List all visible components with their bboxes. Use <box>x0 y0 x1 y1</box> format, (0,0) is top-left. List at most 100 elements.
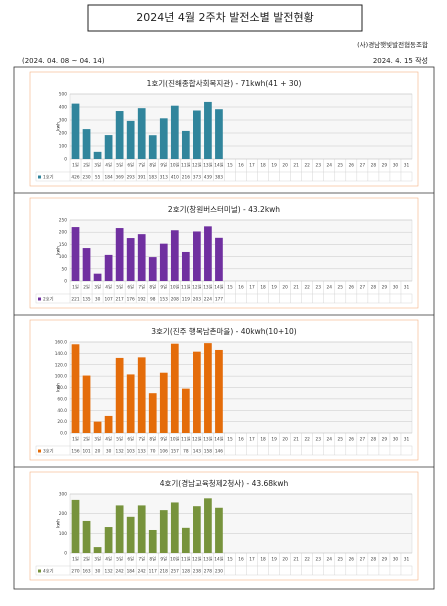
x-tick-label: 26 <box>349 163 355 169</box>
bar <box>71 227 80 281</box>
x-tick-label: 6일 <box>127 556 134 563</box>
x-tick-label: 16 <box>238 285 244 291</box>
x-tick-label: 15 <box>227 557 233 563</box>
bar <box>181 130 190 159</box>
x-tick-label: 27 <box>360 163 366 169</box>
bar <box>181 251 190 281</box>
y-tick-label: 100.0 <box>55 374 68 380</box>
table-value: 157 <box>171 449 179 455</box>
table-value: 30 <box>95 569 101 575</box>
y-tick-label: 150 <box>59 242 67 248</box>
bar <box>115 505 124 553</box>
y-tick-label: 200 <box>59 511 67 517</box>
table-value: 192 <box>138 297 146 303</box>
x-tick-label: 28 <box>371 285 377 291</box>
x-tick-label: 29 <box>382 285 388 291</box>
bar <box>170 230 179 281</box>
y-tick-label: 0.0 <box>60 431 67 437</box>
x-tick-label: 20 <box>282 285 288 291</box>
table-value: 224 <box>204 297 212 303</box>
bar <box>82 129 91 159</box>
x-tick-label: 18 <box>260 437 266 443</box>
table-value: 230 <box>82 175 90 181</box>
x-tick-label: 5일 <box>116 284 123 291</box>
x-tick-label: 31 <box>404 285 410 291</box>
x-tick-label: 10일 <box>170 162 179 169</box>
legend-label: 3호기 <box>43 448 54 455</box>
table-value: 183 <box>149 175 157 181</box>
x-tick-label: 17 <box>249 163 255 169</box>
bar <box>159 118 168 159</box>
bar <box>104 135 113 159</box>
y-tick-label: 500 <box>59 92 67 98</box>
y-tick-label: 250 <box>59 218 67 224</box>
y-tick-label: 200 <box>59 230 67 236</box>
bar <box>204 226 212 281</box>
x-tick-label: 31 <box>404 163 410 169</box>
x-tick-label: 4일 <box>105 436 112 443</box>
table-value: 20 <box>95 449 101 455</box>
bar <box>104 527 113 553</box>
y-tick-label: 0 <box>64 157 67 163</box>
x-tick-label: 20 <box>282 437 288 443</box>
y-tick-label: 0 <box>64 279 67 285</box>
x-tick-label: 10일 <box>170 556 179 563</box>
x-tick-label: 9일 <box>160 162 167 169</box>
table-value: 426 <box>71 175 79 181</box>
table-value: 135 <box>82 297 90 303</box>
bar <box>148 393 157 433</box>
x-tick-label: 4일 <box>105 556 112 563</box>
table-value: 270 <box>71 569 79 575</box>
bar <box>126 238 135 281</box>
legend-key <box>38 297 41 301</box>
x-tick-label: 19 <box>271 163 277 169</box>
table-value: 217 <box>116 297 124 303</box>
x-tick-label: 23 <box>315 285 321 291</box>
bar <box>104 415 113 433</box>
x-tick-label: 14일 <box>214 162 223 169</box>
x-tick-label: 15 <box>227 163 233 169</box>
bar <box>204 101 212 159</box>
x-tick-label: 19 <box>271 557 277 563</box>
table-value: 216 <box>182 175 190 181</box>
table-value: 30 <box>106 449 112 455</box>
table-value: 218 <box>160 569 168 575</box>
bar <box>137 234 146 281</box>
x-tick-label: 17 <box>249 437 255 443</box>
bar <box>193 110 201 159</box>
x-tick-label: 6일 <box>127 436 134 443</box>
bar <box>215 109 223 159</box>
x-tick-label: 23 <box>315 437 321 443</box>
title-box <box>87 4 363 32</box>
x-tick-label: 22 <box>304 285 310 291</box>
legend-label: 1호기 <box>43 174 54 181</box>
x-tick-label: 27 <box>360 285 366 291</box>
legend-label: 4호기 <box>43 568 54 575</box>
y-tick-label: 20.0 <box>57 419 67 425</box>
bar <box>137 108 146 159</box>
y-tick-label: 60.0 <box>57 396 67 402</box>
x-tick-label: 10일 <box>170 284 179 291</box>
x-tick-label: 6일 <box>127 284 134 291</box>
table-value: 257 <box>171 569 179 575</box>
table-row <box>35 565 413 576</box>
table-value: 132 <box>105 569 113 575</box>
x-tick-label: 6일 <box>127 162 134 169</box>
x-tick-label: 8일 <box>149 436 156 443</box>
bar <box>71 344 80 433</box>
x-tick-label: 12일 <box>192 162 201 169</box>
table-value: 238 <box>193 569 201 575</box>
y-tick-label: 50 <box>62 266 68 272</box>
x-tick-label: 27 <box>360 557 366 563</box>
x-tick-label: 25 <box>338 163 344 169</box>
bar <box>159 372 168 433</box>
x-tick-label: 29 <box>382 163 388 169</box>
x-tick-label: 8일 <box>149 162 156 169</box>
x-tick-label: 7일 <box>138 162 145 169</box>
y-tick-label: 40.0 <box>57 408 67 414</box>
table-value: 176 <box>127 297 135 303</box>
bar <box>170 502 179 553</box>
x-tick-label: 5일 <box>116 556 123 563</box>
y-tick-label: 100 <box>59 144 67 150</box>
